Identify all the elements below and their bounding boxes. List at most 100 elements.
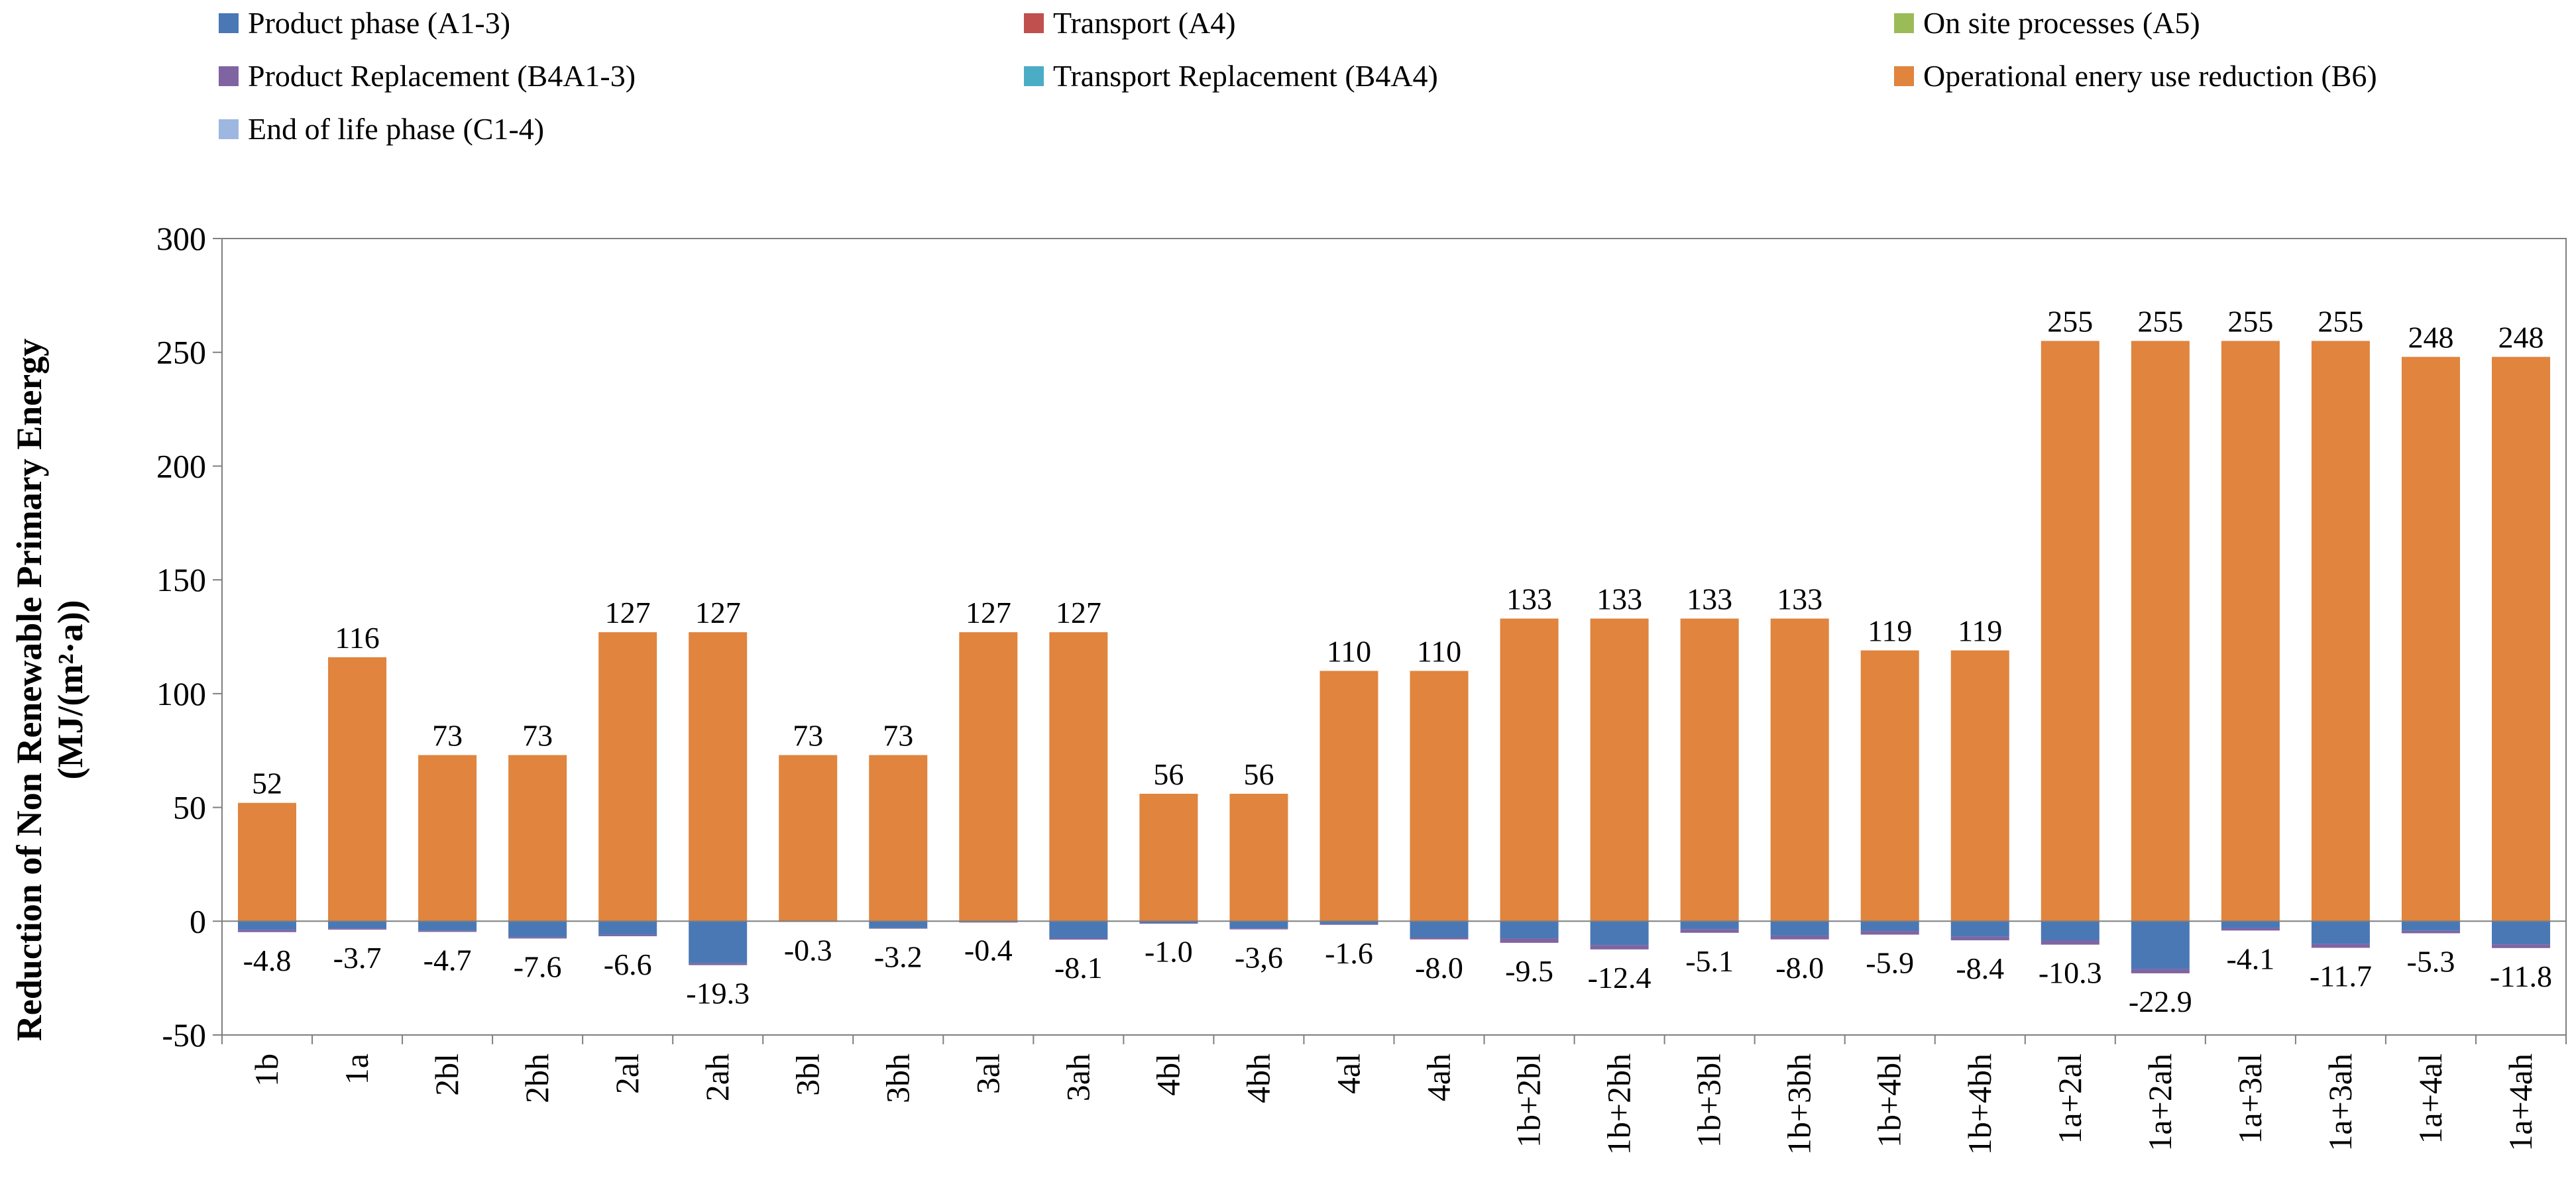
legend-swatch — [1024, 13, 1044, 33]
bar-segment — [1319, 921, 1378, 924]
bar-segment — [869, 921, 928, 928]
bar-segment — [1770, 935, 1829, 940]
x-tick-label: 1b+3bl — [1691, 1054, 1728, 1148]
data-label-negative: -8.0 — [1415, 951, 1463, 985]
bar-segment — [1500, 618, 1559, 922]
x-tick-label: 3ah — [1059, 1054, 1096, 1101]
x-tick-label: 2ah — [699, 1054, 736, 1101]
bar-segment — [959, 632, 1018, 922]
bar-segment — [2221, 341, 2280, 922]
data-label-positive: 119 — [1868, 614, 1912, 648]
bar-segment — [2401, 930, 2460, 934]
data-label-negative: -3.2 — [874, 940, 923, 973]
data-label-positive: 133 — [1596, 582, 1642, 616]
plot-area — [221, 238, 2567, 1036]
bar-segment — [328, 921, 387, 929]
bar-segment — [1229, 928, 1288, 930]
bar-segment — [689, 963, 748, 965]
bar-segment — [2131, 921, 2190, 969]
bar-segment — [2311, 944, 2370, 948]
y-axis-label: Reduction of Non Renewable Primary Energ… — [9, 339, 90, 1041]
x-tick-label: 1b+2bh — [1600, 1054, 1638, 1155]
bar-segment — [1590, 618, 1649, 922]
bar-segment — [2401, 356, 2460, 922]
data-label-positive: 119 — [1958, 614, 2002, 648]
bar-segment — [1049, 632, 1108, 922]
legend-swatch — [1894, 66, 1914, 86]
x-tick-label: 3al — [969, 1054, 1006, 1094]
bar-segment — [2221, 921, 2280, 928]
x-tick-label: 3bl — [789, 1054, 826, 1096]
data-label-positive: 73 — [883, 719, 913, 753]
x-tick-label: 1a+2al — [2051, 1054, 2088, 1144]
x-tick-label: 4ah — [1420, 1054, 1457, 1101]
bar-segment — [1500, 938, 1559, 943]
data-label-negative: -12.4 — [1588, 961, 1652, 995]
x-tick-label: 1a+4ah — [2502, 1054, 2539, 1152]
bar-segment — [1770, 921, 1829, 936]
bar-segment — [2131, 341, 2190, 922]
bar-segment — [238, 802, 297, 922]
data-label-positive: 73 — [432, 719, 463, 753]
bar-segment — [2491, 356, 2550, 922]
data-label-negative: -1.0 — [1145, 935, 1193, 969]
bar-segment — [418, 921, 477, 931]
y-tick-label: 100 — [156, 675, 206, 712]
legend-label: Transport (A4) — [1053, 6, 1236, 40]
data-label-positive: 248 — [2498, 321, 2544, 354]
bar-segment — [869, 928, 928, 929]
legend-item: Operational enery use reduction (B6) — [1894, 58, 2377, 93]
bar-segment — [1410, 938, 1469, 940]
data-label-positive: 73 — [522, 719, 553, 753]
x-tick-label: 1b — [248, 1054, 285, 1087]
legend-swatch — [219, 119, 239, 139]
data-label-negative: -3.7 — [333, 941, 382, 975]
data-label-positive: 133 — [1777, 582, 1822, 616]
x-tick-label: 2bh — [518, 1054, 555, 1103]
bar-segment — [1139, 793, 1198, 922]
legend-item: Product Replacement (B4A1-3) — [219, 58, 636, 93]
bar-segment — [2221, 928, 2280, 931]
bar-segment — [1950, 650, 2009, 922]
y-tick-label: 150 — [156, 561, 206, 598]
bar-segment — [1860, 650, 1919, 922]
bar-segment — [1319, 671, 1378, 922]
data-label-negative: -8.1 — [1054, 951, 1103, 985]
data-label-negative: -22.9 — [2129, 985, 2192, 1018]
bar-segment — [508, 755, 567, 922]
data-label-negative: -9.5 — [1505, 954, 1553, 988]
x-tick-label: 4bh — [1239, 1054, 1276, 1103]
bar-segment — [1410, 671, 1469, 922]
y-tick-label: 250 — [156, 334, 206, 371]
bar-segment — [1950, 921, 2009, 937]
y-tick-label: 50 — [173, 789, 206, 826]
data-label-positive: 248 — [2408, 321, 2453, 354]
data-label-negative: -7.6 — [514, 950, 562, 983]
x-tick-label: 1b+4bh — [1961, 1054, 1998, 1155]
bar-segment — [1500, 921, 1559, 939]
x-tick-label: 1a — [338, 1054, 375, 1085]
bar-segment — [1680, 921, 1739, 930]
y-tick-label: 300 — [156, 220, 206, 257]
data-label-negative: -5.1 — [1685, 944, 1734, 978]
data-label-positive: 73 — [793, 719, 823, 753]
data-label-negative: -0.4 — [964, 934, 1013, 967]
legend-label: Operational enery use reduction (B6) — [1923, 59, 2377, 93]
bar-segment — [508, 937, 567, 939]
bar-segment — [598, 934, 657, 936]
legend-label: End of life phase (C1-4) — [248, 112, 545, 146]
data-label-negative: -1.6 — [1325, 936, 1373, 970]
legend-item: Product phase (A1-3) — [219, 5, 510, 40]
bar-segment — [2041, 341, 2100, 922]
x-tick-label: 4bl — [1149, 1054, 1186, 1096]
y-axis-label-line1: Reduction of Non Renewable Primary Energ… — [9, 339, 49, 1041]
bar-segment — [1590, 921, 1649, 946]
bar-segment — [869, 755, 928, 922]
x-tick-label: 1a+3ah — [2322, 1054, 2359, 1152]
data-label-positive: 56 — [1243, 757, 1274, 791]
bar-segment — [328, 928, 387, 930]
bar-segment — [689, 921, 748, 963]
legend: Product phase (A1-3) Transport (A4) On sit… — [0, 0, 2576, 172]
legend-item: On site processes (A5) — [1894, 5, 2200, 40]
